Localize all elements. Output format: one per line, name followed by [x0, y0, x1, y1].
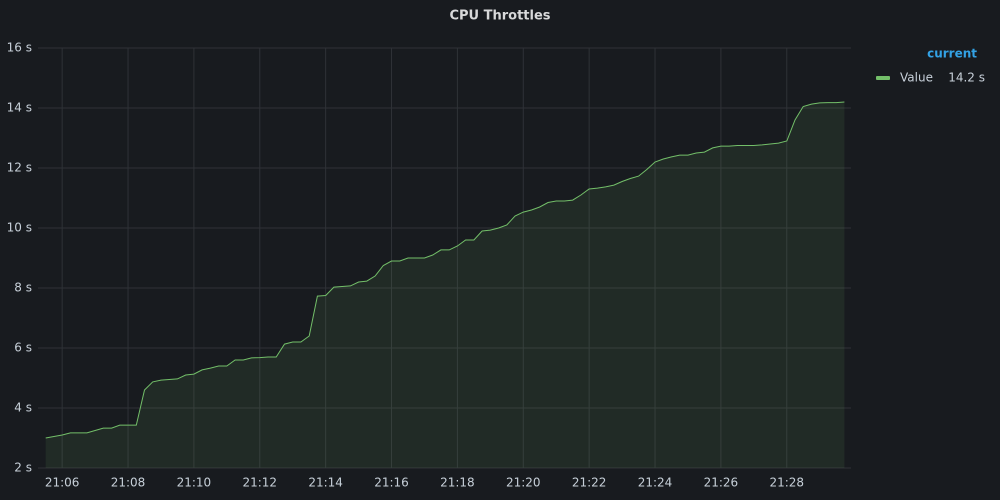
y-tick-label: 16 s: [7, 41, 32, 55]
x-tick-label: 21:16: [374, 476, 409, 490]
y-tick-label: 6 s: [14, 341, 32, 355]
y-tick-label: 10 s: [7, 221, 32, 235]
series-area: [45, 102, 845, 468]
legend-label[interactable]: Value: [900, 71, 933, 85]
x-tick-label: 21:20: [506, 476, 541, 490]
x-tick-label: 21:12: [242, 476, 277, 490]
x-tick-label: 21:22: [572, 476, 607, 490]
legend-header[interactable]: current: [927, 47, 977, 61]
chart-title: CPU Throttles: [449, 9, 550, 24]
x-tick-label: 21:26: [704, 476, 739, 490]
x-tick-label: 21:18: [440, 476, 475, 490]
series-line: [45, 101, 845, 439]
y-tick-label: 12 s: [7, 161, 32, 175]
x-tick-label: 21:06: [45, 476, 80, 490]
x-tick-label: 21:14: [308, 476, 343, 490]
x-tick-label: 21:24: [638, 476, 673, 490]
x-tick-label: 21:28: [769, 476, 804, 490]
y-tick-label: 8 s: [14, 281, 32, 295]
y-tick-label: 2 s: [14, 461, 32, 475]
legend-swatch[interactable]: [876, 76, 890, 80]
x-tick-label: 21:08: [111, 476, 146, 490]
y-tick-label: 4 s: [14, 401, 32, 415]
y-tick-label: 14 s: [7, 101, 32, 115]
x-tick-label: 21:10: [177, 476, 212, 490]
legend-value: 14.2 s: [948, 71, 985, 85]
